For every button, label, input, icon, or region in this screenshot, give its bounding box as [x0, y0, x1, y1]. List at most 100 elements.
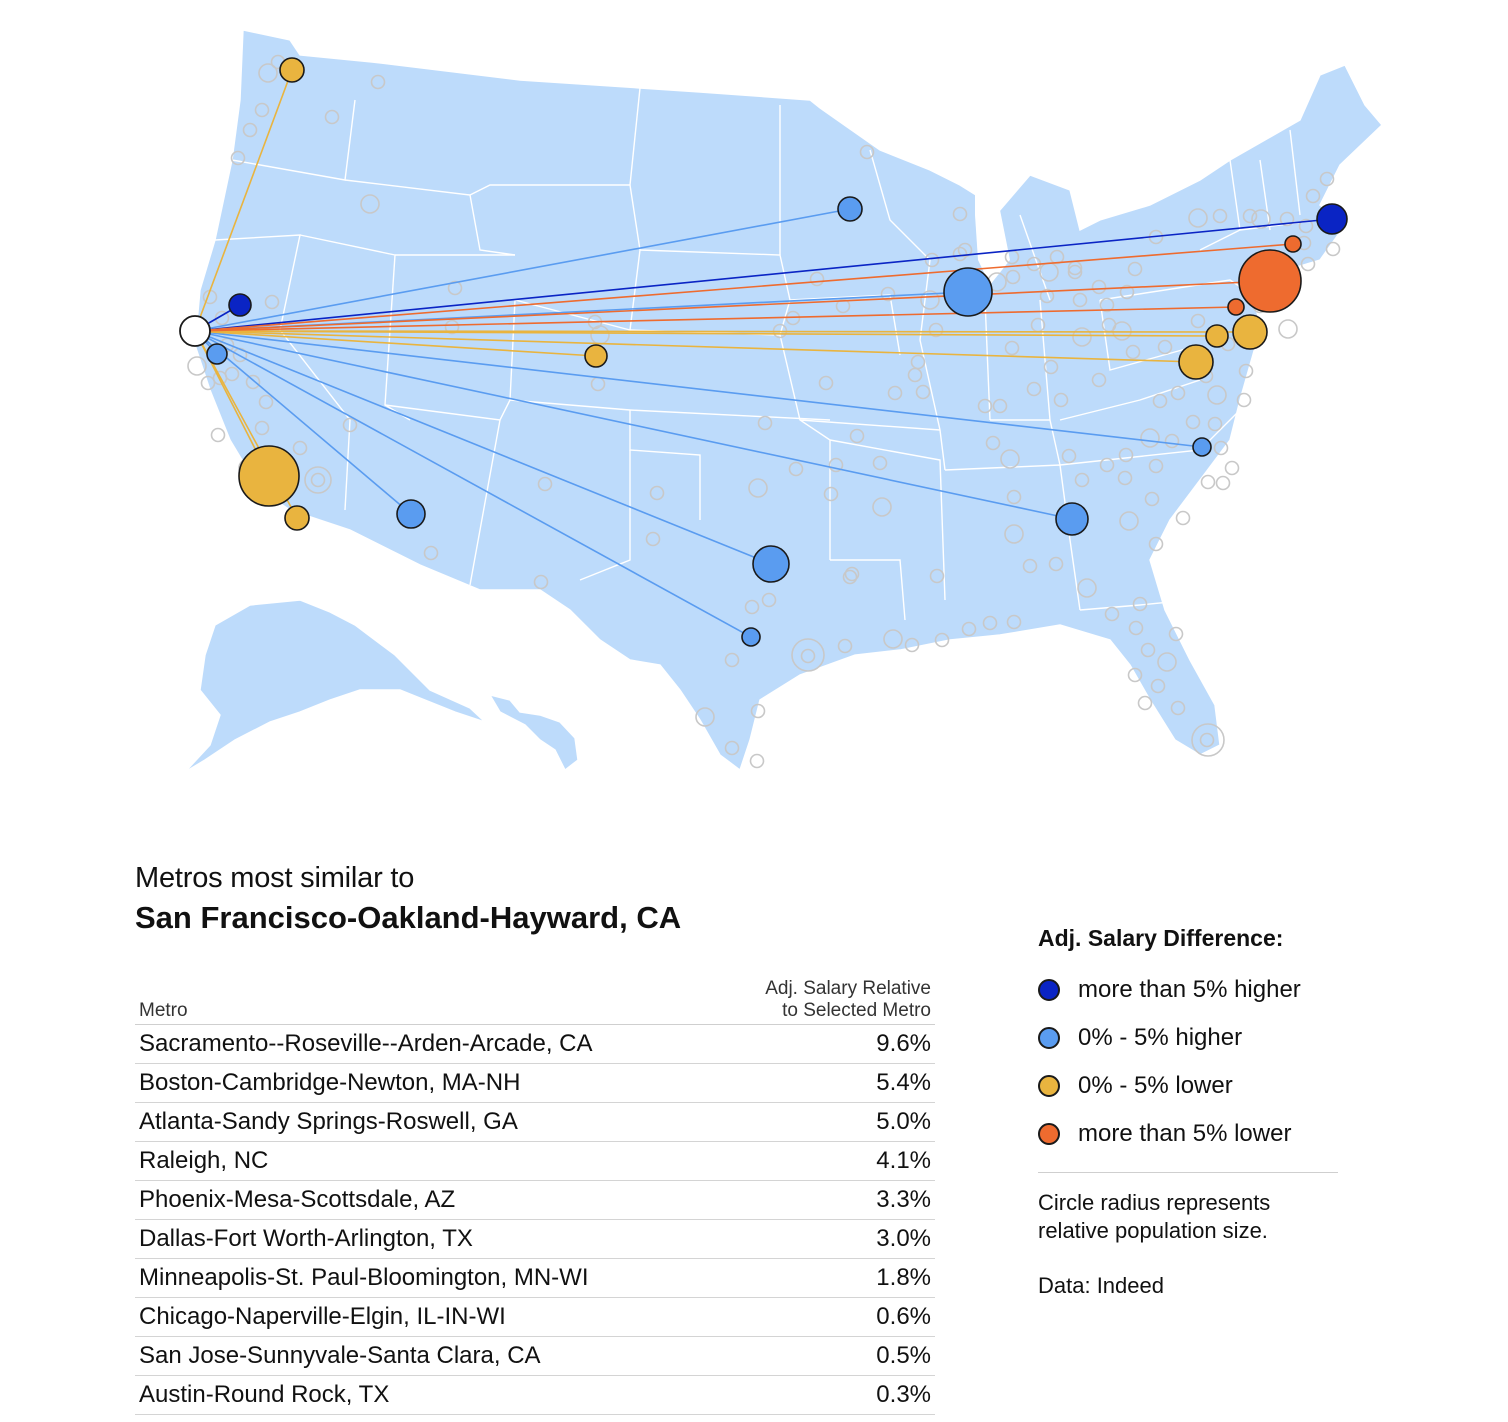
row-value: 4.1% — [703, 1141, 935, 1181]
background-metro — [292, 440, 308, 456]
background-metro — [210, 427, 226, 443]
legend-label: 0% - 5% higher — [1078, 1024, 1243, 1051]
background-metro — [1127, 667, 1143, 683]
background-metro — [1004, 524, 1024, 544]
legend-note: Circle radius represents relative popula… — [1038, 1190, 1271, 1243]
legend-divider — [1038, 1172, 1338, 1173]
selected-metro-marker — [179, 315, 211, 347]
similarity-link — [194, 218, 1333, 332]
background-metro — [907, 367, 923, 383]
legend-circle-icon — [1038, 1027, 1060, 1049]
background-metro — [324, 109, 340, 125]
similarity-link — [194, 330, 1197, 363]
table-header-row: Metro Adj. Salary Relative to Selected M… — [135, 974, 935, 1025]
similarity-link — [194, 330, 597, 357]
background-metro — [1004, 340, 1020, 356]
background-metro — [242, 122, 258, 138]
table-row[interactable]: Sacramento--Roseville--Arden-Arcade, CA 9… — [135, 1024, 935, 1064]
background-metro — [934, 632, 950, 648]
background-metro — [992, 398, 1008, 414]
background-metro — [920, 290, 940, 310]
background-metro — [724, 740, 740, 756]
legend-item: more than 5% higher — [1038, 966, 1338, 1014]
table-row[interactable]: Raleigh, NC 4.1% — [135, 1141, 935, 1181]
state-borders — [214, 87, 1321, 621]
background-metro — [788, 461, 804, 477]
column-header-metro[interactable]: Metro — [135, 974, 704, 1025]
background-metro — [915, 384, 931, 400]
background-metro — [310, 472, 326, 488]
background-metro — [952, 246, 968, 262]
table-row[interactable]: Austin-Round Rock, TX 0.3% — [135, 1375, 935, 1415]
similar-metro-marker — [284, 505, 310, 531]
background-metro — [1150, 678, 1166, 694]
similar-metro-marker — [279, 57, 305, 83]
legend-item: 0% - 5% higher — [1038, 1014, 1338, 1062]
background-metro — [1148, 458, 1164, 474]
background-metro — [1061, 448, 1077, 464]
background-metro — [1072, 292, 1088, 308]
background-metro — [982, 615, 998, 631]
background-metro — [1157, 652, 1177, 672]
background-metro — [1000, 449, 1020, 469]
table-row[interactable]: Minneapolis-St. Paul-Bloomington, MN-WI 1… — [135, 1258, 935, 1298]
legend-label: more than 5% lower — [1078, 1120, 1292, 1147]
similar-metro-marker — [1178, 344, 1214, 380]
legend-item: more than 5% lower — [1038, 1110, 1338, 1158]
background-metro — [1119, 511, 1139, 531]
background-metro — [649, 485, 665, 501]
similar-metro-marker — [228, 293, 252, 317]
row-value: 3.3% — [703, 1180, 935, 1220]
land-layer — [184, 29, 1383, 773]
row-metro: Chicago-Naperville-Elgin, IL-IN-WI — [135, 1297, 704, 1337]
background-metro — [880, 286, 896, 302]
background-metro — [245, 374, 261, 390]
background-metro — [1005, 269, 1021, 285]
row-metro: Dallas-Fort Worth-Arlington, TX — [135, 1219, 704, 1259]
row-value: 9.6% — [703, 1024, 935, 1064]
background-metro — [264, 294, 280, 310]
background-metro — [1191, 723, 1225, 757]
table-row[interactable]: Atlanta-Sandy Springs-Roswell, GA 5.0% — [135, 1102, 935, 1142]
background-metro — [761, 592, 777, 608]
table-row[interactable]: Phoenix-Mesa-Scottsdale, AZ 3.3% — [135, 1180, 935, 1220]
background-metro — [1067, 264, 1083, 280]
similarity-links — [194, 69, 1333, 638]
background-metro — [1207, 385, 1227, 405]
background-metro — [304, 466, 332, 494]
row-metro: Atlanta-Sandy Springs-Roswell, GA — [135, 1102, 704, 1142]
background-metro — [835, 298, 851, 314]
selected-metro-layer — [179, 315, 211, 347]
table-row[interactable]: San Jose-Sunnyvale-Santa Clara, CA 0.5% — [135, 1336, 935, 1376]
background-metro — [1152, 393, 1168, 409]
background-metro — [1140, 642, 1156, 658]
background-metro — [1200, 474, 1216, 490]
background-metro — [883, 629, 903, 649]
background-metro — [1132, 596, 1148, 612]
legend-item: 0% - 5% lower — [1038, 1062, 1338, 1110]
table-row[interactable]: Chicago-Naperville-Elgin, IL-IN-WI 0.6% — [135, 1297, 935, 1337]
background-metro — [757, 415, 773, 431]
legend-title: Adj. Salary Difference: — [1038, 925, 1284, 951]
background-metro — [1185, 414, 1201, 430]
background-metro — [1125, 344, 1141, 360]
table-row[interactable]: Dallas-Fort Worth-Arlington, TX 3.0% — [135, 1219, 935, 1259]
background-metro — [1119, 284, 1135, 300]
background-metro — [1212, 208, 1228, 224]
background-metro — [1026, 381, 1042, 397]
column-header-salary[interactable]: Adj. Salary Relative to Selected Metro — [703, 974, 935, 1025]
background-metro — [370, 74, 386, 90]
table-row[interactable]: Boston-Cambridge-Newton, MA-NH 5.4% — [135, 1063, 935, 1103]
background-metro — [1238, 363, 1254, 379]
background-metro — [1175, 510, 1191, 526]
similar-metro-marker — [1238, 249, 1302, 313]
background-metro — [1298, 218, 1314, 234]
background-metro — [1043, 359, 1059, 375]
background-metro — [977, 398, 993, 414]
background-metro — [254, 420, 270, 436]
background-metro — [1215, 475, 1231, 491]
background-metro — [1077, 578, 1097, 598]
similarity-link — [194, 306, 1237, 332]
row-value: 0.5% — [703, 1336, 935, 1376]
background-metro — [423, 545, 439, 561]
